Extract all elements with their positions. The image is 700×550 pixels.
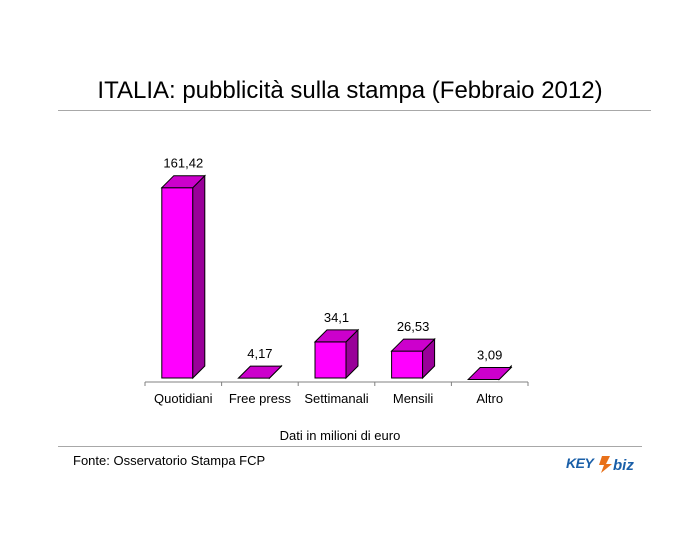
title-divider [58,110,651,111]
data-label: 34,1 [324,310,349,325]
data-label: 161,42 [163,156,203,171]
logo-bolt [599,456,612,473]
category-label: Quotidiani [154,391,213,406]
category-label: Mensili [393,391,434,406]
keybiz-logo: KEY biz [566,455,634,474]
category-label: Settimanali [304,391,368,406]
data-label: 26,53 [397,319,430,334]
bar-mensili [390,337,436,380]
logo-text-biz: biz [613,457,634,474]
source-note: Fonte: Osservatorio Stampa FCP [73,453,266,468]
category-label: Altro [476,391,503,406]
chart-caption: Dati in milioni di euro [279,428,401,443]
bar-free-press [237,364,283,380]
logo-text-key: KEY [566,455,595,471]
bar-settimanali [313,328,360,380]
data-label: 4,17 [247,346,272,361]
bar-quotidiani [160,174,207,380]
data-label: 3,09 [477,347,502,362]
chart-title: ITALIA: pubblicità sulla stampa (Febbrai… [97,77,603,104]
category-label: Free press [229,391,292,406]
footer-divider [58,446,642,447]
bar-altro [466,364,513,381]
